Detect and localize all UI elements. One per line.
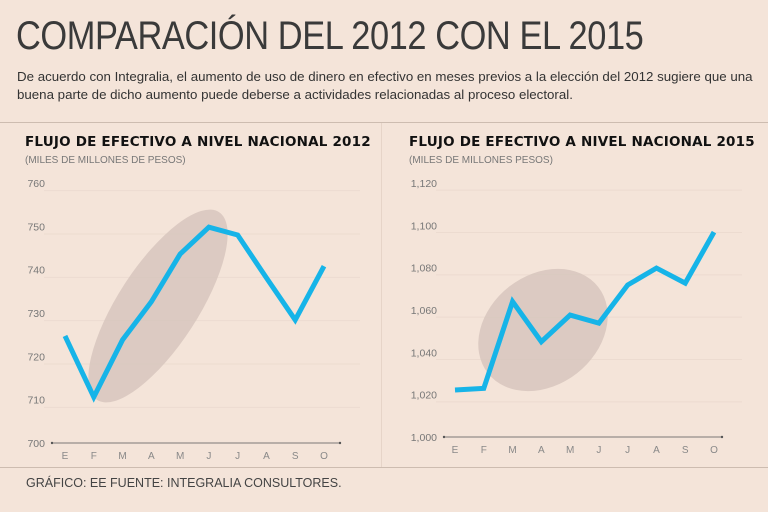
x-tick-label: O — [710, 445, 718, 456]
x-tick-label: J — [206, 451, 211, 462]
description: De acuerdo con Integralia, el aumento de… — [17, 69, 753, 102]
x-tick-label: S — [292, 451, 299, 462]
x-tick-label: A — [653, 445, 660, 456]
x-tick-label: A — [538, 445, 545, 456]
x-tick-label: M — [118, 451, 126, 462]
y-tick-label: 700 — [27, 438, 45, 450]
top-divider — [0, 122, 768, 123]
source-footer: GRÁFICO: EE FUENTE: INTEGRALIA CONSULTOR… — [26, 476, 342, 490]
x-tick-label: M — [176, 451, 184, 462]
y-tick-label: 750 — [27, 221, 45, 233]
x-tick-label: J — [235, 451, 240, 462]
x-tick-label: M — [508, 445, 516, 456]
y-tick-label: 1,080 — [411, 263, 437, 275]
chart-2012: 700 710 720 730 740 750 760 E F M A M J J A S O — [27, 178, 342, 462]
y-tick-label: 710 — [27, 395, 45, 407]
x-tick-label: O — [320, 451, 328, 462]
series-line — [62, 224, 327, 403]
x-tick-label: E — [62, 451, 69, 462]
chart-2012-subtitle: (MILES DE MILLONES DE PESOS) — [25, 155, 186, 166]
y-tick-label: 1,100 — [411, 220, 437, 232]
y-tick-label: 1,000 — [411, 432, 437, 444]
x-tick-label: A — [148, 451, 155, 462]
axis-end-dot — [442, 435, 446, 439]
x-tick-label: F — [481, 445, 487, 456]
y-tick-label: 1,120 — [411, 178, 437, 190]
axis-end-dot — [50, 441, 54, 445]
y-tick-label: 740 — [27, 265, 45, 277]
x-tick-label: S — [682, 445, 689, 456]
series-line — [454, 230, 717, 393]
y-tick-label: 760 — [27, 178, 45, 190]
y-tick-label: 1,060 — [411, 305, 437, 317]
y-tick-label: 730 — [27, 308, 45, 320]
x-tick-label: J — [625, 445, 630, 456]
chart-2015-subtitle: (MILES DE MILLONES PESOS) — [409, 155, 553, 166]
center-divider — [381, 123, 382, 467]
x-tick-label: J — [596, 445, 601, 456]
highlight-ellipse — [88, 209, 228, 403]
bottom-divider — [0, 467, 768, 468]
page-title: COMPARACIÓN DEL 2012 CON EL 2015 — [16, 14, 644, 58]
x-tick-label: A — [263, 451, 270, 462]
x-tick-label: M — [566, 445, 574, 456]
y-tick-label: 1,040 — [411, 347, 437, 359]
x-tick-label: F — [91, 451, 97, 462]
chart-2015-title: FLUJO DE EFECTIVO A NIVEL NACIONAL 2015 — [409, 134, 755, 150]
x-tick-label: E — [452, 445, 459, 456]
chart-2012-title: FLUJO DE EFECTIVO A NIVEL NACIONAL 2012 — [25, 134, 371, 150]
axis-end-dot — [338, 441, 342, 445]
y-tick-label: 720 — [27, 351, 45, 363]
y-tick-label: 1,020 — [411, 390, 437, 402]
axis-end-dot — [720, 435, 724, 439]
